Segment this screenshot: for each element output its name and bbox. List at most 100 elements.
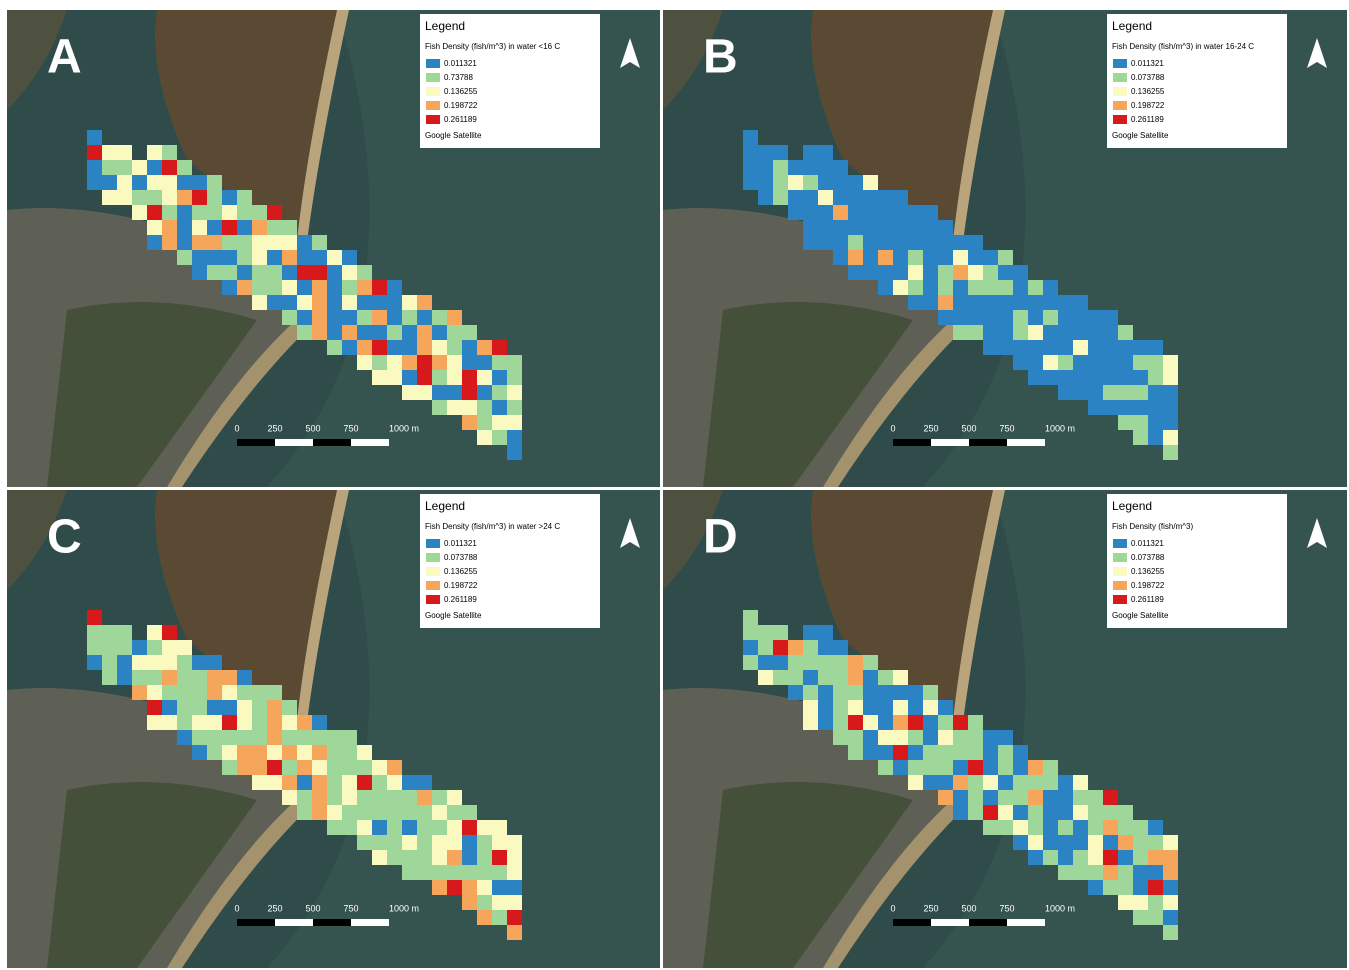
density-cell <box>968 265 983 280</box>
density-cell <box>1088 880 1103 895</box>
density-cell <box>1028 775 1043 790</box>
density-cell <box>177 250 192 265</box>
density-cell <box>192 655 207 670</box>
legend-basemap: Google Satellite <box>425 131 482 140</box>
density-cell <box>387 325 402 340</box>
density-cell <box>923 715 938 730</box>
density-cell <box>132 655 147 670</box>
density-cell <box>968 325 983 340</box>
density-cell <box>507 925 522 940</box>
density-cell <box>1133 340 1148 355</box>
density-cell <box>938 235 953 250</box>
density-cell <box>252 685 267 700</box>
scale-segment <box>893 439 931 446</box>
density-cell <box>132 670 147 685</box>
density-cell <box>863 265 878 280</box>
density-cell <box>357 835 372 850</box>
density-cell <box>312 715 327 730</box>
density-cell <box>1013 790 1028 805</box>
density-cell <box>1088 355 1103 370</box>
density-cell <box>222 220 237 235</box>
density-cell <box>432 850 447 865</box>
density-cell <box>1118 370 1133 385</box>
density-cell <box>432 805 447 820</box>
density-cell <box>863 655 878 670</box>
density-cell <box>848 235 863 250</box>
density-cell <box>1058 325 1073 340</box>
density-cell <box>1073 790 1088 805</box>
density-cell <box>162 700 177 715</box>
density-cell <box>162 145 177 160</box>
density-cell <box>507 865 522 880</box>
density-cell <box>237 265 252 280</box>
legend-label: 0.198722 <box>444 101 478 110</box>
density-cell <box>953 235 968 250</box>
density-cell <box>1118 895 1133 910</box>
density-cell <box>1163 850 1178 865</box>
scale-segment <box>237 919 275 926</box>
density-cell <box>878 670 893 685</box>
density-cell <box>252 700 267 715</box>
density-cell <box>507 445 522 460</box>
density-cell <box>447 325 462 340</box>
legend-swatch <box>1113 553 1127 562</box>
density-cell <box>1148 895 1163 910</box>
density-cell <box>117 655 132 670</box>
density-cell <box>848 745 863 760</box>
density-cell <box>102 190 117 205</box>
scale-segment <box>351 439 389 446</box>
density-cell <box>297 295 312 310</box>
density-cell <box>1028 835 1043 850</box>
density-cell <box>863 205 878 220</box>
density-cell <box>938 775 953 790</box>
density-cell <box>87 160 102 175</box>
density-cell <box>192 235 207 250</box>
legend-swatch <box>426 595 440 604</box>
density-cell <box>1148 415 1163 430</box>
density-cell <box>1133 385 1148 400</box>
density-cell <box>492 340 507 355</box>
density-cell <box>297 235 312 250</box>
density-cell <box>402 340 417 355</box>
legend-swatch <box>426 553 440 562</box>
density-cell <box>1013 265 1028 280</box>
density-cell <box>372 340 387 355</box>
density-cell <box>908 775 923 790</box>
density-cell <box>848 205 863 220</box>
density-cell <box>1103 805 1118 820</box>
density-cell <box>1043 760 1058 775</box>
scale-label: 1000 m <box>1045 903 1075 913</box>
scale-label: 0 <box>890 903 895 913</box>
density-cell <box>863 670 878 685</box>
density-cell <box>267 295 282 310</box>
density-cell <box>878 280 893 295</box>
density-cell <box>267 220 282 235</box>
density-cell <box>788 640 803 655</box>
density-cell <box>222 700 237 715</box>
density-cell <box>1118 385 1133 400</box>
density-cell <box>417 310 432 325</box>
density-cell <box>938 310 953 325</box>
density-cell <box>983 745 998 760</box>
density-cell <box>387 760 402 775</box>
density-cell <box>312 235 327 250</box>
density-cell <box>342 295 357 310</box>
density-cell <box>117 190 132 205</box>
density-cell <box>207 655 222 670</box>
density-cell <box>282 745 297 760</box>
density-cell <box>507 910 522 925</box>
density-cell <box>1043 775 1058 790</box>
density-cell <box>1058 340 1073 355</box>
density-cell <box>1073 340 1088 355</box>
density-cell <box>1133 865 1148 880</box>
legend-swatch <box>426 87 440 96</box>
density-cell <box>788 670 803 685</box>
density-cell <box>983 775 998 790</box>
density-cell <box>1088 850 1103 865</box>
density-cell <box>102 160 117 175</box>
density-cell <box>207 205 222 220</box>
density-cell <box>923 205 938 220</box>
density-cell <box>788 175 803 190</box>
density-cell <box>998 250 1013 265</box>
density-cell <box>1073 775 1088 790</box>
